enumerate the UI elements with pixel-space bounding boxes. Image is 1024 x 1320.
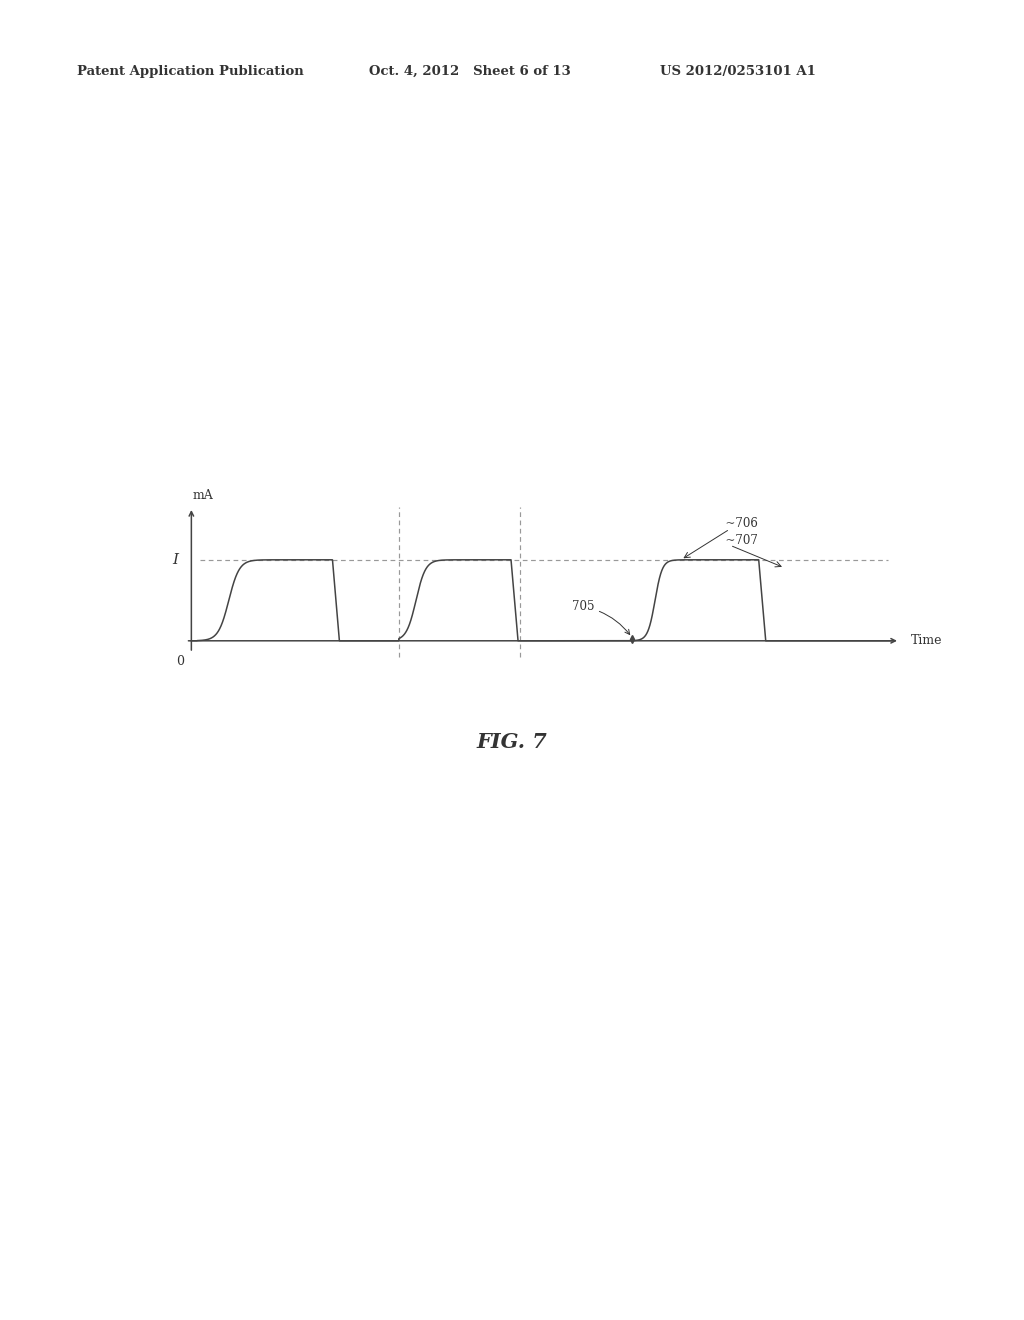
Text: FIG. 7: FIG. 7 <box>476 733 548 752</box>
Text: I: I <box>172 553 178 566</box>
Text: mA: mA <box>193 490 213 503</box>
Text: US 2012/0253101 A1: US 2012/0253101 A1 <box>660 65 816 78</box>
Text: ~706: ~706 <box>719 516 759 529</box>
Text: Patent Application Publication: Patent Application Publication <box>77 65 303 78</box>
Text: Oct. 4, 2012   Sheet 6 of 13: Oct. 4, 2012 Sheet 6 of 13 <box>369 65 570 78</box>
Text: 0: 0 <box>176 656 184 668</box>
Text: ~707: ~707 <box>719 533 759 546</box>
Text: Time: Time <box>911 635 943 647</box>
Text: 705: 705 <box>571 601 630 635</box>
